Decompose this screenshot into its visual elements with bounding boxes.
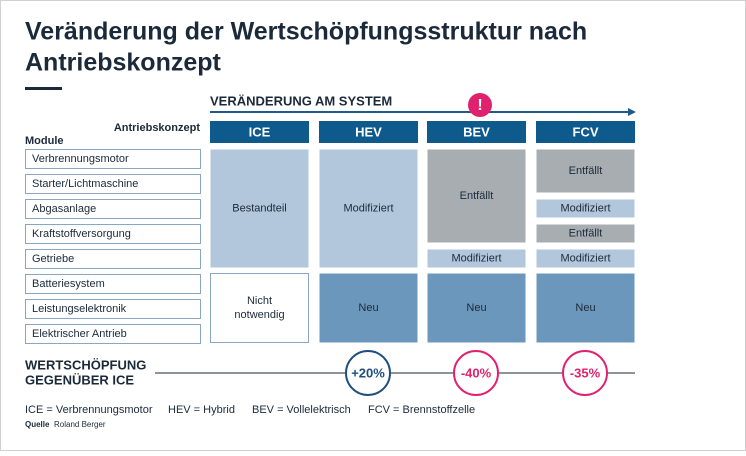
cell [210,149,309,268]
module-box [25,299,201,319]
column-header-text: FCV [573,124,599,139]
change-badge [453,350,499,396]
cell-text: Neu [575,302,595,314]
legend-item: ICE = Verbrennungsmotor [25,404,153,416]
cell [536,199,635,218]
title-line: Antriebskonzept [25,49,222,77]
cell-text: Modifiziert [560,252,610,264]
column-header [536,121,635,143]
cell [536,249,635,268]
module-box [25,224,201,244]
module-box [25,174,201,194]
module-box [25,274,201,294]
value-label: GEGENÜBER ICE [25,372,134,387]
module-label: Module [25,135,64,147]
cell-text: Neu [466,302,486,314]
module-name: Leistungselektronik [32,303,127,315]
cell-text: Neu [358,302,378,314]
column-header [210,121,309,143]
change-value: -40% [461,365,492,380]
change-badge [562,350,608,396]
column-header-text: ICE [249,124,271,139]
column-header-text: BEV [463,124,490,139]
alert-icon [468,93,492,117]
cell [427,273,526,343]
title-rule [25,87,62,90]
module-name: Elektrischer Antrieb [32,328,127,340]
module-name: Abgasanlage [32,203,96,215]
system-label: VERÄNDERUNG AM SYSTEM [210,93,392,108]
cell [427,149,526,243]
cell-text: Bestandteil [232,202,286,214]
source-label: Quelle [25,420,50,429]
module-name: Batteriesystem [32,278,105,290]
title-line: Veränderung der Wertschöpfungsstruktur n… [25,18,587,46]
cell [536,273,635,343]
change-value: +20% [351,365,385,380]
legend-item: BEV = Vollelektrisch [252,404,351,416]
cell [319,273,418,343]
column-header-text: HEV [355,124,382,139]
legend-item: HEV = Hybrid [168,404,235,416]
source-text: Roland Berger [54,420,106,429]
cell-text: Modifiziert [343,202,393,214]
module-box [25,324,201,344]
module-box [25,199,201,219]
concept-label: Antriebskonzept [114,122,201,134]
alert-mark: ! [477,97,482,114]
legend-item: FCV = Brennstoffzelle [368,404,475,416]
module-name: Starter/Lichtmaschine [32,178,138,190]
module-name: Kraftstoffversorgung [32,228,131,240]
cell [536,224,635,243]
cell [427,249,526,268]
module-name: Getriebe [32,253,74,265]
change-badge [345,350,391,396]
cell-text: Modifiziert [451,252,501,264]
cell-text: Modifiziert [560,202,610,214]
module-name: Verbrennungsmotor [32,153,129,165]
module-box [25,249,201,269]
cell-text: Nicht notwendig [234,295,284,321]
cell-text: Entfällt [569,165,603,177]
cell [210,273,309,343]
value-label: WERTSCHÖPFUNG [25,357,146,372]
column-header [319,121,418,143]
change-value: -35% [570,365,601,380]
cell-text: Entfällt [569,227,603,239]
module-box [25,149,201,169]
cell [536,149,635,193]
column-header [427,121,526,143]
cell [319,149,418,268]
arrow-head [628,108,636,116]
cell-text: Entfällt [460,190,494,202]
